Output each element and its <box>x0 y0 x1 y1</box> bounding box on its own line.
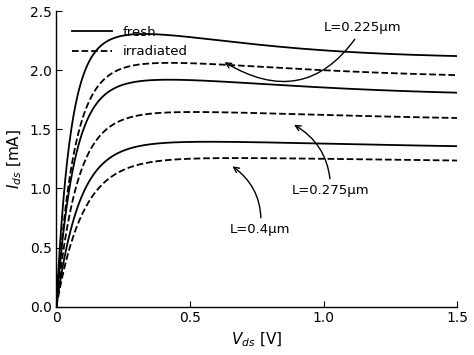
X-axis label: $V_{ds}$ [V]: $V_{ds}$ [V] <box>231 331 283 349</box>
Text: L=0.225μm: L=0.225μm <box>226 21 401 82</box>
Text: L=0.4μm: L=0.4μm <box>230 167 291 236</box>
Legend: fresh, irradiated: fresh, irradiated <box>67 21 192 64</box>
Text: L=0.275μm: L=0.275μm <box>292 126 369 197</box>
Y-axis label: $I_{ds}$ [mA]: $I_{ds}$ [mA] <box>6 129 24 189</box>
